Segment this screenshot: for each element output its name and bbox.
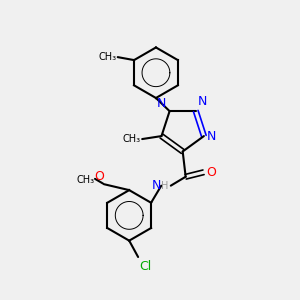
Text: CH₃: CH₃ — [123, 134, 141, 144]
Text: CH₃: CH₃ — [77, 175, 95, 185]
Text: N: N — [197, 95, 207, 108]
Text: O: O — [206, 166, 216, 179]
Text: N: N — [207, 130, 216, 142]
Text: O: O — [94, 170, 104, 183]
Text: N: N — [157, 97, 166, 110]
Text: N: N — [152, 178, 161, 192]
Text: H: H — [161, 181, 168, 191]
Text: Cl: Cl — [140, 260, 152, 273]
Text: CH₃: CH₃ — [98, 52, 116, 62]
